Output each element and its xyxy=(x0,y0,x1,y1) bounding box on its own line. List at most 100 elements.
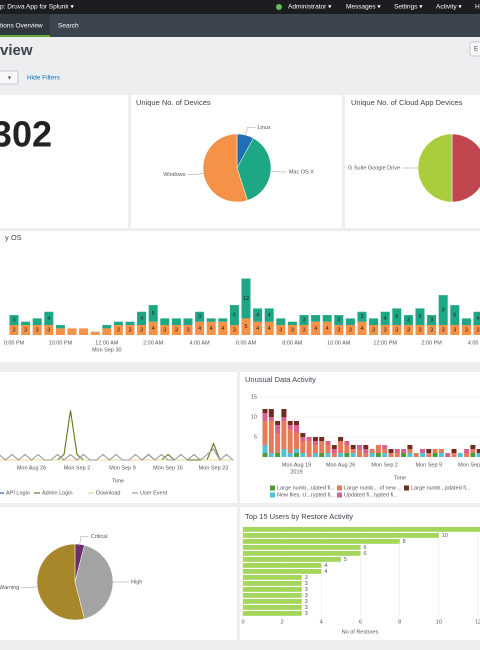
legend-swatch xyxy=(270,485,275,491)
legend-label: New files, U...rypted fi... xyxy=(277,492,336,498)
button-label[interactable]: E xyxy=(474,47,478,53)
bar-segment xyxy=(306,437,312,441)
bar-segment xyxy=(334,325,344,335)
bar-segment xyxy=(450,325,460,335)
bar-value-label: 3 xyxy=(337,318,340,324)
bar-value-label: 3 xyxy=(372,327,375,333)
bar-segment xyxy=(281,409,287,417)
bar-segment xyxy=(319,441,325,453)
menu-item[interactable]: Settings ▾ xyxy=(394,4,423,11)
bar-value-label: 3 xyxy=(476,327,479,333)
page-title: view xyxy=(0,42,33,59)
bar-segment xyxy=(67,328,77,335)
bar-segment xyxy=(363,453,369,457)
bar-segment xyxy=(470,453,476,457)
x-tick-label: Mon Sep 16 xyxy=(458,462,480,468)
x-axis-title: No of Restores xyxy=(342,629,379,635)
bar-value-label: 3 xyxy=(407,318,410,324)
bar-segment xyxy=(268,417,274,421)
menu-item[interactable]: Messages ▾ xyxy=(346,4,381,11)
bar-value-label: 3 xyxy=(305,599,308,605)
bar-segment xyxy=(388,453,394,457)
hide-filters[interactable]: Hide Filters xyxy=(27,75,61,82)
bar-segment xyxy=(218,318,228,322)
bar-segment xyxy=(457,453,463,457)
bar-segment xyxy=(90,331,100,335)
tab[interactable]: Search xyxy=(58,23,79,30)
bar-segment xyxy=(299,325,309,335)
menu-item[interactable]: Activity ▾ xyxy=(436,4,462,11)
edit-button[interactable] xyxy=(469,41,480,57)
bar-segment xyxy=(325,445,331,453)
bar-value-label: 3 xyxy=(384,327,387,333)
bar-value-label: 4 xyxy=(210,326,213,332)
bar-segment xyxy=(461,325,471,335)
bar-segment xyxy=(171,325,181,335)
bar-value-label: 6 xyxy=(233,313,236,319)
bar-value-label: 4 xyxy=(476,316,479,322)
bar-segment xyxy=(401,449,407,453)
menu-item[interactable]: Administrator ▾ xyxy=(288,4,332,11)
bar-segment xyxy=(464,449,470,453)
x-tick-label: 10:00 PM xyxy=(49,340,73,346)
bar-segment xyxy=(450,305,460,326)
bar-segment xyxy=(311,321,321,335)
legend-swatch xyxy=(337,485,342,491)
legend-swatch xyxy=(270,492,275,498)
bar-segment xyxy=(281,417,287,421)
bar-segment xyxy=(451,453,457,457)
slice-label: Windows xyxy=(163,172,186,178)
bar-segment xyxy=(9,325,19,335)
bar-segment xyxy=(345,318,355,326)
menu-item[interactable]: H xyxy=(475,4,480,11)
bar-value-label: 3 xyxy=(305,605,308,611)
slice-label: Warning xyxy=(0,585,19,591)
x-tick-label: 2 xyxy=(281,619,284,625)
bar-value-label: 3 xyxy=(305,575,308,581)
bar-segment xyxy=(312,441,318,445)
bar xyxy=(243,593,302,598)
x-tick-label: 6 xyxy=(359,619,362,625)
bar-segment xyxy=(294,453,299,457)
bar-segment xyxy=(403,315,413,326)
bar-segment xyxy=(334,315,344,326)
bar xyxy=(243,599,302,604)
x-tick-label: Mon Aug 26 xyxy=(17,465,46,471)
bar-segment xyxy=(401,453,407,457)
bar-value-label: 4 xyxy=(221,326,224,332)
x-tick-label: 2:00 AM xyxy=(143,340,164,346)
bar-segment xyxy=(357,321,367,335)
bar-segment xyxy=(262,413,268,421)
bar-segment xyxy=(171,318,181,326)
bar-segment xyxy=(464,453,470,457)
leader-line xyxy=(268,170,287,173)
filter-dropdown[interactable] xyxy=(0,70,19,85)
dropdown-caret[interactable]: ▾ xyxy=(8,76,11,82)
x-tick-label: 12:00 PM xyxy=(373,340,397,346)
bar-segment xyxy=(275,425,281,433)
bar-segment xyxy=(268,453,274,457)
bar-segment xyxy=(32,318,42,326)
bar-value-label: 3 xyxy=(175,327,178,333)
bar-value-label: 3 xyxy=(291,327,294,333)
bar-value-label: 3 xyxy=(128,327,131,333)
bar-segment xyxy=(461,318,471,326)
x-tick-label: 6:00 AM xyxy=(236,340,257,346)
bar-segment xyxy=(338,453,344,457)
bar-segment xyxy=(427,315,437,326)
bar-value-label: 3 xyxy=(305,587,308,593)
panel-title: Top 15 Users by Restore Activity xyxy=(245,512,353,521)
tab[interactable]: tions Overview xyxy=(0,23,43,30)
bar-segment xyxy=(319,437,325,441)
bar-segment xyxy=(300,433,306,437)
x-tick-label: 2019 xyxy=(290,469,302,475)
leader-line xyxy=(21,586,40,589)
bar-segment xyxy=(287,421,293,425)
legend-label: Updated fi...rypted fi... xyxy=(344,492,398,498)
bar-segment xyxy=(262,409,268,413)
bar-segment xyxy=(102,325,112,329)
bar-segment xyxy=(345,325,355,335)
app-name[interactable]: p: Druva App for Splunk ▾ xyxy=(0,4,74,11)
bar-segment xyxy=(268,421,274,453)
